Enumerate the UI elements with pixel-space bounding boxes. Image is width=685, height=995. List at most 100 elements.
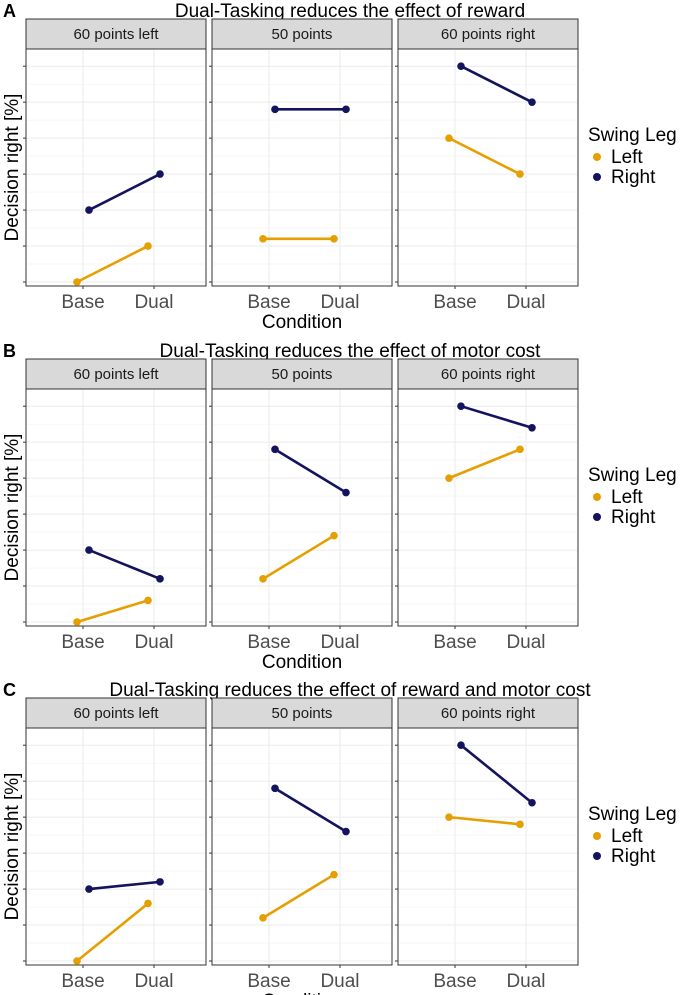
x-tick-label: Base bbox=[61, 292, 104, 313]
data-point-left bbox=[259, 575, 267, 583]
data-point-left bbox=[516, 445, 524, 454]
legend-key-left bbox=[593, 153, 601, 161]
legend-key-right bbox=[593, 852, 601, 860]
series-line-left bbox=[448, 815, 521, 826]
panel-letter: C bbox=[3, 680, 16, 700]
legend-key-right bbox=[593, 513, 601, 521]
legend-title: Swing Leg bbox=[588, 465, 677, 486]
y-axis-title: Decision right [%] bbox=[2, 94, 23, 242]
panel-letter: A bbox=[3, 1, 16, 21]
facet-strip bbox=[397, 358, 579, 390]
y-axis-title: Decision right [%] bbox=[2, 773, 23, 921]
data-point-left bbox=[330, 531, 338, 540]
panel-letter: B bbox=[3, 341, 16, 361]
facet-strip-label: 60 points right bbox=[441, 705, 536, 722]
data-point-right bbox=[457, 402, 465, 410]
facet-plot-area bbox=[211, 48, 393, 287]
x-tick-label: Base bbox=[247, 292, 290, 313]
series-line-right bbox=[460, 744, 533, 804]
legend-label-left: Left bbox=[611, 487, 643, 508]
x-tick-label: Dual bbox=[506, 292, 545, 313]
data-point-left bbox=[330, 870, 338, 879]
series-line-right bbox=[460, 65, 533, 104]
data-point-left bbox=[73, 278, 81, 286]
legend-label-right: Right bbox=[611, 507, 656, 528]
x-tick-label: Dual bbox=[506, 971, 545, 992]
x-tick-label: Dual bbox=[320, 971, 359, 992]
data-point-right bbox=[156, 575, 164, 583]
x-tick-label: Base bbox=[247, 971, 290, 992]
data-point-right bbox=[271, 784, 279, 793]
facet-strip bbox=[211, 18, 393, 50]
series-line-left bbox=[262, 534, 335, 580]
facet-strip-label: 60 points left bbox=[73, 366, 159, 383]
x-tick-label: Dual bbox=[506, 632, 545, 653]
facet-2: 50 points Base Dual bbox=[209, 18, 393, 313]
x-tick-label: Base bbox=[61, 632, 104, 653]
series-line-left bbox=[448, 136, 521, 176]
series-line-right bbox=[274, 448, 347, 494]
x-tick-label: Dual bbox=[134, 292, 173, 313]
facet-strip-label: 50 points bbox=[272, 705, 333, 722]
series-line-right bbox=[88, 172, 161, 212]
data-point-right bbox=[156, 878, 164, 886]
facet-plot-area bbox=[397, 727, 579, 966]
data-point-right bbox=[85, 885, 93, 893]
legend-label-right: Right bbox=[611, 846, 656, 867]
series-line-left bbox=[76, 244, 149, 284]
series-line-right bbox=[460, 404, 533, 430]
facet-strip-label: 50 points bbox=[272, 26, 333, 43]
facet-strip bbox=[25, 358, 207, 390]
legend-key-right bbox=[593, 173, 601, 181]
facet-1: 60 points left Base Dual bbox=[23, 697, 207, 992]
series-line-right bbox=[274, 787, 347, 833]
x-axis-title: Condition bbox=[262, 991, 342, 995]
legend-label-left: Left bbox=[611, 147, 643, 168]
x-tick-label: Base bbox=[433, 632, 476, 653]
data-point-right bbox=[342, 105, 350, 114]
data-point-left bbox=[445, 134, 453, 142]
facet-2: 50 points Base Dual bbox=[209, 358, 393, 653]
facet-3: 60 points right Base Dual bbox=[395, 18, 579, 313]
panel-c: C Dual-Tasking reduces the effect of rewa… bbox=[2, 680, 677, 995]
facet-1: 60 points left Base Dual bbox=[23, 18, 207, 313]
facet-strip-label: 60 points left bbox=[73, 26, 159, 43]
data-point-right bbox=[85, 546, 93, 554]
data-point-right bbox=[457, 62, 465, 70]
legend-title: Swing Leg bbox=[588, 125, 677, 146]
x-tick-label: Base bbox=[247, 632, 290, 653]
data-point-left bbox=[144, 899, 152, 908]
data-point-left bbox=[516, 820, 524, 829]
facet-plot-area bbox=[25, 388, 207, 627]
data-point-left bbox=[445, 474, 453, 482]
data-point-right bbox=[528, 98, 536, 106]
facet-strip bbox=[397, 18, 579, 50]
facet-plot-area bbox=[211, 727, 393, 966]
data-point-left bbox=[144, 596, 152, 605]
data-point-left bbox=[330, 235, 338, 243]
series-line-left bbox=[262, 873, 335, 919]
data-point-left bbox=[259, 235, 267, 243]
x-axis-title: Condition bbox=[262, 312, 342, 333]
x-tick-label: Dual bbox=[134, 971, 173, 992]
x-tick-label: Dual bbox=[134, 632, 173, 653]
panel-a: A Dual-Tasking reduces the effect of rewa… bbox=[2, 1, 677, 333]
series-line-left bbox=[76, 599, 149, 624]
facet-plot-area bbox=[25, 48, 207, 287]
facet-strip-label: 60 points right bbox=[441, 366, 536, 383]
data-point-right bbox=[342, 827, 350, 836]
data-point-left bbox=[73, 957, 81, 965]
facet-strip bbox=[25, 18, 207, 50]
data-point-left bbox=[445, 813, 453, 821]
x-tick-label: Base bbox=[433, 971, 476, 992]
x-axis-title: Condition bbox=[262, 652, 342, 673]
series-line-left bbox=[76, 902, 149, 963]
data-point-right bbox=[156, 170, 164, 178]
x-tick-label: Base bbox=[433, 292, 476, 313]
panel-b: B Dual-Tasking reduces the effect of moto… bbox=[2, 341, 677, 673]
data-point-right bbox=[528, 798, 536, 807]
legend-key-left bbox=[593, 832, 601, 840]
y-axis-title: Decision right [%] bbox=[2, 434, 23, 582]
legend-label-right: Right bbox=[611, 167, 656, 188]
panel-title: Dual-Tasking reduces the effect of rewar… bbox=[175, 1, 525, 22]
